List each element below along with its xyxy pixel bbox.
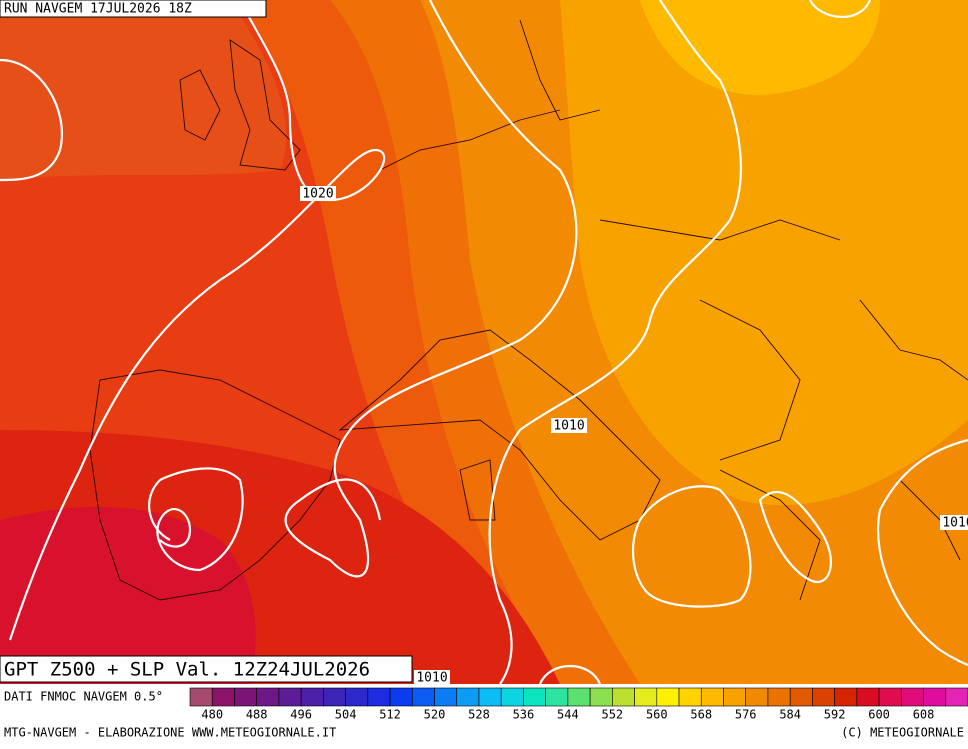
- colorbar-label: 488: [246, 708, 268, 722]
- colorbar-swatch: [767, 687, 791, 707]
- source-label: DATI FNMOC NAVGEM 0.5°: [4, 690, 163, 704]
- colorbar-label: 520: [424, 708, 446, 722]
- colorbar-label: 584: [779, 708, 801, 722]
- colorbar-label: 576: [735, 708, 757, 722]
- colorbar-label: 512: [379, 708, 401, 722]
- colorbar-swatch: [567, 687, 591, 707]
- colorbar-label: 560: [646, 708, 668, 722]
- isobar-label: 1010: [553, 419, 584, 434]
- colorbar-swatch: [901, 687, 924, 707]
- isobar-label: 1010: [416, 671, 447, 686]
- colorbar-swatch: [345, 687, 369, 707]
- colorbar-swatch: [878, 687, 902, 707]
- colorbar-swatch: [945, 687, 968, 707]
- colorbar-label: 608: [913, 708, 935, 722]
- product-box: [0, 655, 413, 683]
- colorbar-swatch: [634, 687, 658, 707]
- colorbar-swatch: [678, 687, 702, 707]
- colorbar-label: 528: [468, 708, 490, 722]
- colorbar-label: 504: [335, 708, 357, 722]
- footer-right: (C) METEOGIORNALE: [841, 726, 964, 740]
- colorbar-swatch: [500, 687, 524, 707]
- colorbar-swatch: [234, 687, 257, 707]
- map: [0, 0, 968, 685]
- colorbar-swatch: [211, 687, 235, 707]
- colorbar-swatch: [834, 687, 858, 707]
- colorbar-swatch: [856, 687, 880, 707]
- colorbar-swatch: [523, 687, 546, 707]
- colorbar-swatch: [700, 687, 724, 707]
- field: [560, 0, 968, 506]
- colorbar-swatch: [923, 687, 947, 707]
- colorbar-swatch: [789, 687, 813, 707]
- field: [0, 0, 287, 180]
- footer-left: MTG-NAVGEM - ELABORAZIONE WWW.METEOGIORN…: [4, 726, 336, 740]
- colorbar-swatch: [612, 687, 635, 707]
- colorbar-swatch: [656, 687, 680, 707]
- colorbar-swatch: [589, 687, 613, 707]
- product-label: GPT Z500 + SLP Val. 12Z24JUL2026: [4, 659, 370, 681]
- colorbar-label: 544: [557, 708, 579, 722]
- isobar-label-box: [940, 515, 968, 530]
- isobar-label: 1020: [302, 187, 333, 202]
- isobar-label-box: [414, 670, 450, 685]
- isobar-label-box: [551, 418, 587, 433]
- isobar-label-box: [300, 186, 336, 201]
- colorbar-swatch: [367, 687, 391, 707]
- field: [640, 0, 880, 95]
- colorbar-swatch: [300, 687, 324, 707]
- run-label: RUN NAVGEM 17JUL2026 18Z: [4, 2, 192, 17]
- isobar-labels: 1020 1010 1010 1010: [300, 186, 968, 686]
- colorbar-label: 592: [824, 708, 846, 722]
- colorbar-swatch: [278, 687, 302, 707]
- colorbar-label: 552: [601, 708, 623, 722]
- colorbar-swatch: [434, 687, 458, 707]
- colorbar-swatch: [545, 687, 569, 707]
- isobar-label: 1010: [942, 516, 968, 531]
- colorbar-swatch: [456, 687, 480, 707]
- colorbar-swatch: [478, 687, 502, 707]
- header-box: [0, 0, 267, 18]
- colorbar: 480 488 496 504 512 520 528 536 544 552 560 568 576 5…: [189, 687, 968, 722]
- colorbar-label: 568: [690, 708, 712, 722]
- colorbar-swatch: [745, 687, 769, 707]
- colorbar-swatch: [189, 687, 213, 707]
- colorbar-label: 496: [290, 708, 312, 722]
- field: [0, 506, 256, 684]
- colorbar-label: 600: [868, 708, 890, 722]
- colorbar-swatch: [723, 687, 747, 707]
- colorbar-swatch: [256, 687, 280, 707]
- colorbar-swatch: [323, 687, 346, 707]
- colorbar-swatch: [389, 687, 413, 707]
- colorbar-label: 536: [513, 708, 535, 722]
- colorbar-swatch: [812, 687, 835, 707]
- colorbar-swatch: [411, 687, 435, 707]
- colorbar-label: 480: [201, 708, 223, 722]
